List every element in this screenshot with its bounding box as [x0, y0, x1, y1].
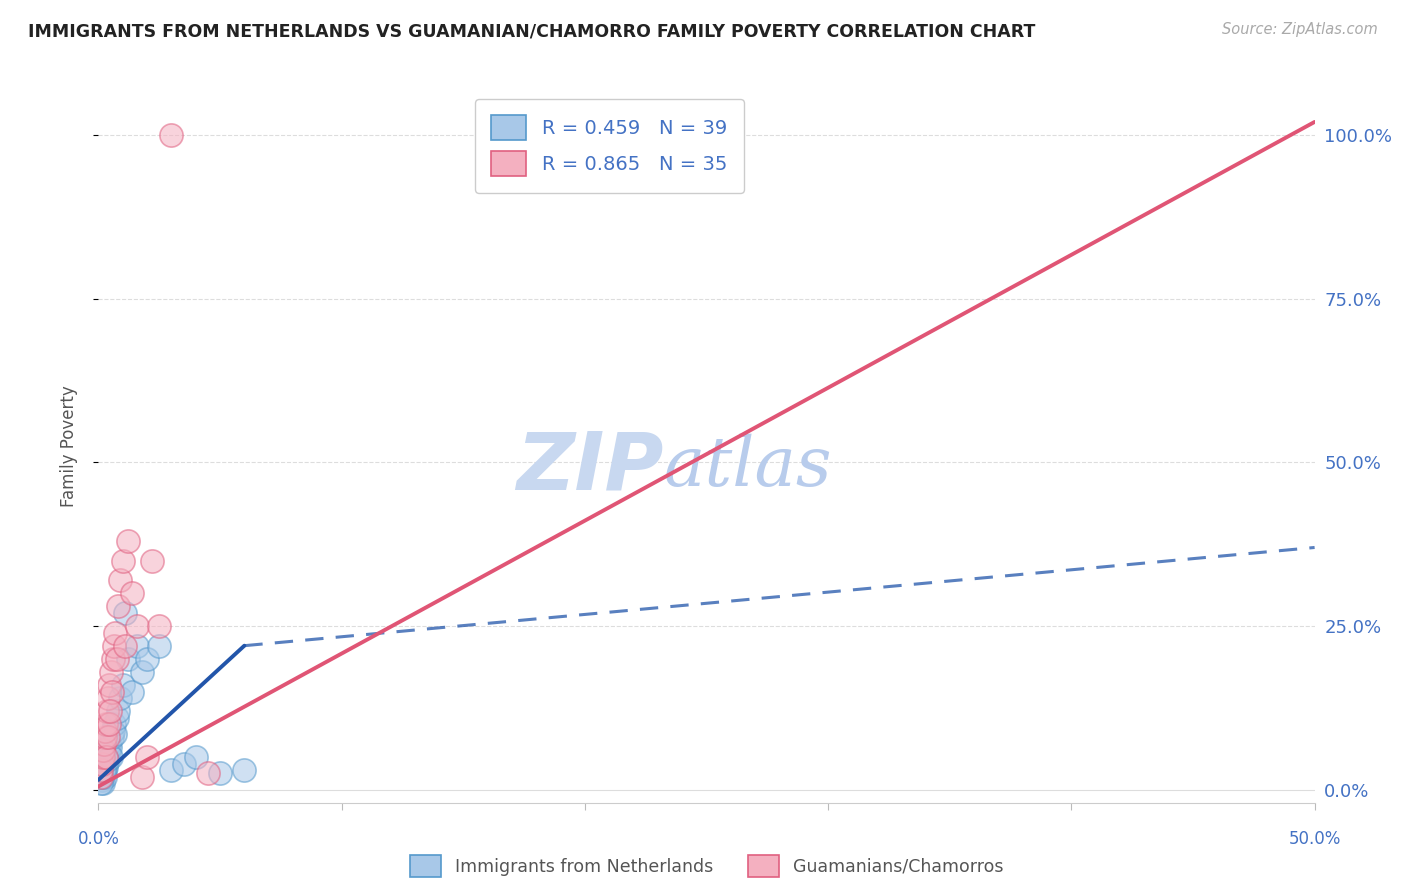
Point: [101, 731, 124, 745]
Point: [136, 652, 159, 666]
Point: [111, 678, 134, 692]
Point: [114, 606, 136, 620]
Point: [94, 750, 117, 764]
Point: [96, 750, 118, 764]
Point: [96, 704, 118, 718]
Text: atlas: atlas: [664, 434, 832, 500]
Point: [105, 652, 128, 666]
Point: [111, 553, 134, 567]
Point: [110, 691, 132, 706]
Point: [100, 665, 122, 679]
Point: [94, 723, 117, 738]
Text: Source: ZipAtlas.com: Source: ZipAtlas.com: [1222, 22, 1378, 37]
Point: [105, 711, 128, 725]
Point: [101, 723, 124, 738]
Point: [93, 737, 115, 751]
Point: [131, 665, 153, 679]
Point: [148, 639, 170, 653]
Point: [91, 776, 114, 790]
Point: [98, 740, 121, 755]
Point: [93, 766, 115, 780]
Point: [103, 639, 125, 653]
Y-axis label: Family Poverty: Family Poverty: [59, 385, 77, 507]
Point: [131, 770, 153, 784]
Point: [127, 619, 149, 633]
Point: [101, 652, 124, 666]
Text: 0.0%: 0.0%: [77, 830, 120, 847]
Point: [98, 678, 121, 692]
Point: [96, 717, 118, 731]
Point: [117, 652, 139, 666]
Point: [93, 763, 115, 777]
Point: [93, 731, 115, 745]
Point: [91, 772, 114, 787]
Point: [98, 737, 121, 751]
Point: [101, 684, 124, 698]
Point: [148, 619, 170, 633]
Point: [110, 573, 132, 587]
Point: [117, 533, 139, 548]
Point: [209, 766, 232, 780]
Point: [100, 750, 122, 764]
Point: [103, 717, 125, 731]
Point: [107, 599, 129, 614]
Text: IMMIGRANTS FROM NETHERLANDS VS GUAMANIAN/CHAMORRO FAMILY POVERTY CORRELATION CHA: IMMIGRANTS FROM NETHERLANDS VS GUAMANIAN…: [28, 22, 1035, 40]
Point: [91, 756, 114, 771]
Point: [233, 763, 256, 777]
Point: [94, 770, 117, 784]
Point: [197, 766, 219, 780]
Legend: Immigrants from Netherlands, Guamanians/Chamorros: Immigrants from Netherlands, Guamanians/…: [395, 841, 1018, 890]
Point: [98, 704, 121, 718]
Point: [91, 743, 114, 757]
Point: [90, 763, 112, 777]
Point: [97, 747, 120, 761]
Point: [97, 743, 120, 757]
Point: [104, 625, 127, 640]
Text: ZIP: ZIP: [516, 428, 664, 507]
Point: [173, 756, 195, 771]
Point: [127, 639, 149, 653]
Point: [107, 704, 129, 718]
Point: [93, 763, 115, 777]
Point: [96, 753, 118, 767]
Point: [104, 727, 127, 741]
Point: [160, 128, 183, 142]
Point: [136, 750, 159, 764]
Point: [90, 770, 112, 784]
Point: [97, 717, 120, 731]
Point: [97, 753, 120, 767]
Point: [121, 586, 143, 600]
Point: [184, 750, 207, 764]
Point: [91, 770, 114, 784]
Point: [141, 553, 163, 567]
Point: [94, 756, 117, 771]
Point: [91, 770, 114, 784]
Point: [114, 639, 136, 653]
Point: [97, 731, 120, 745]
Point: [121, 684, 143, 698]
Point: [160, 763, 183, 777]
Point: [91, 750, 114, 764]
Point: [90, 776, 112, 790]
Point: [97, 691, 120, 706]
Text: 50.0%: 50.0%: [1288, 830, 1341, 847]
Point: [96, 760, 118, 774]
